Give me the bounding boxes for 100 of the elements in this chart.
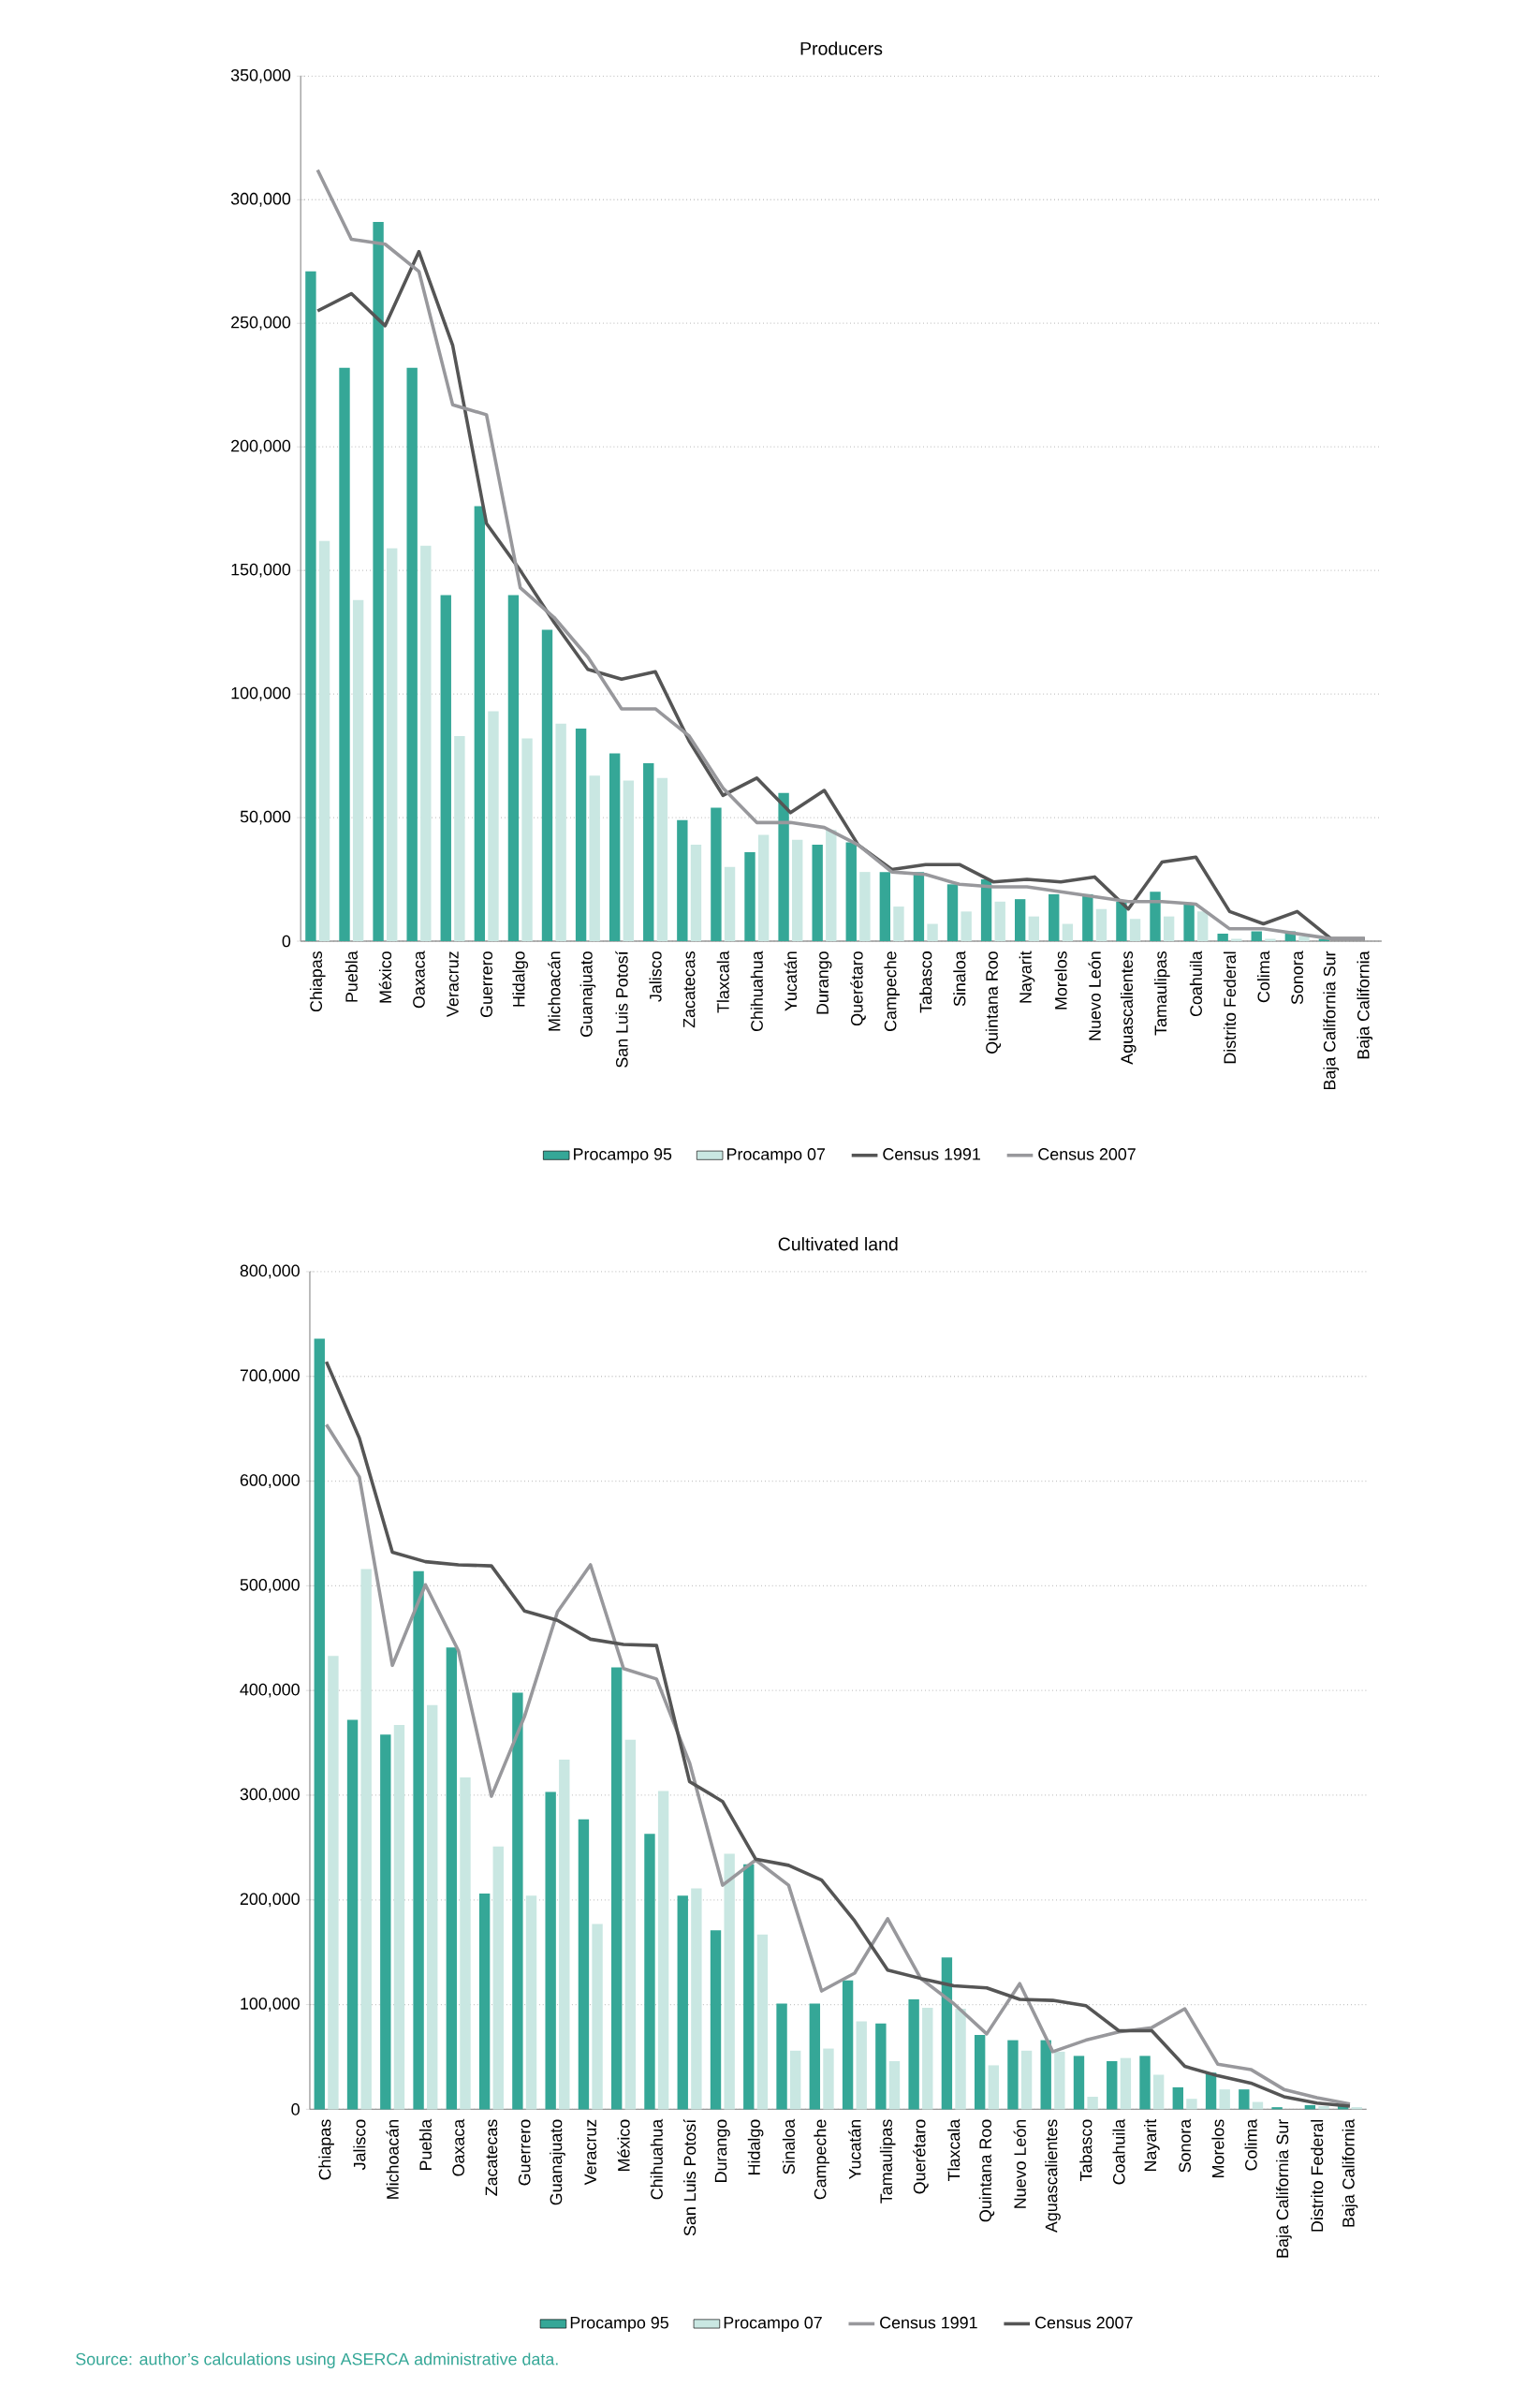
x-tick-label: Aguascalientes <box>1045 2119 1061 2233</box>
x-tick-label: Chihuahua <box>650 2118 663 2200</box>
bar <box>710 1930 722 2110</box>
x-tick-label: Michoacán <box>386 2119 399 2199</box>
x-tick-label: Zacatecas <box>682 951 696 1028</box>
y-tick-label: 500,000 <box>240 1578 300 1593</box>
bar <box>454 735 465 942</box>
bar <box>677 1895 688 2110</box>
x-tick-label: Querétaro <box>913 2119 929 2194</box>
bar <box>946 884 959 942</box>
x-tick-label: Oaxaca <box>413 951 425 1009</box>
legend-label: Procampo 95 <box>570 2316 668 2333</box>
x-tick-label: Sinaloa <box>953 951 966 1007</box>
bar <box>1231 938 1242 942</box>
x-tick-label: Jalisco <box>353 2119 366 2171</box>
bar <box>575 729 587 942</box>
bar <box>913 872 925 942</box>
bar <box>778 792 789 942</box>
bar <box>559 1759 570 2110</box>
y-tick-label: 800,000 <box>240 1264 300 1279</box>
bar <box>1073 2056 1085 2110</box>
x-tick-label: Hidalgo <box>512 951 529 1007</box>
legend-label: Census 2007 <box>1035 2316 1133 2329</box>
bar <box>380 1734 391 2110</box>
bar <box>1120 2057 1132 2110</box>
x-tick-label: Nuevo León <box>1088 951 1101 1040</box>
bar <box>757 834 770 942</box>
y-tick-label: 250,000 <box>231 316 291 331</box>
bar <box>856 2021 867 2110</box>
x-tick-label: Puebla <box>345 951 358 1002</box>
x-tick-label: Campeche <box>814 2119 829 2200</box>
bar <box>318 540 330 942</box>
x-tick-label: Puebla <box>418 2118 432 2170</box>
bar <box>413 1570 424 2110</box>
bar <box>488 711 499 942</box>
x-tick-label: México <box>378 951 392 1003</box>
bar <box>691 1888 702 2110</box>
bar <box>893 907 904 942</box>
x-tick-label: Colima <box>1244 2118 1257 2171</box>
bar <box>589 775 600 942</box>
x-tick-label: Chiapas <box>309 951 326 1012</box>
bar <box>927 923 938 942</box>
bar <box>743 1864 755 2110</box>
x-tick-label: Colima <box>1257 951 1270 1003</box>
x-tick-label: Guerrero <box>480 951 492 1018</box>
x-tick-label: San Luis Potosí <box>615 951 628 1068</box>
bar <box>1197 911 1209 942</box>
x-tick-label: Morelos <box>1211 2119 1225 2177</box>
bar <box>644 1834 655 2110</box>
bar <box>1265 938 1276 942</box>
bar <box>1139 2056 1151 2110</box>
x-tick-label: Guerrero <box>518 2119 531 2186</box>
bar <box>879 872 891 942</box>
x-tick-label: Tlaxcala <box>947 2118 961 2181</box>
x-tick-label: Durango <box>816 951 832 1014</box>
bar <box>339 367 350 942</box>
bar <box>427 1704 438 2110</box>
bar <box>809 2003 821 2110</box>
bar <box>657 1791 669 2110</box>
bar <box>1014 899 1026 942</box>
bar <box>474 506 486 942</box>
bar <box>507 595 520 942</box>
bar <box>305 271 316 942</box>
y-tick-label: 600,000 <box>240 1474 300 1488</box>
bar <box>1318 2106 1329 2110</box>
bar <box>994 901 1005 942</box>
bar <box>812 845 823 942</box>
bar <box>592 1924 603 2110</box>
x-tick-label: Sinaloa <box>782 2118 795 2174</box>
bar <box>521 738 533 942</box>
bar <box>908 1998 919 2110</box>
bar <box>724 1853 735 2110</box>
x-tick-label: Chihuahua <box>750 951 763 1031</box>
bar <box>1028 916 1039 942</box>
x-tick-label: Yucatán <box>784 951 798 1011</box>
x-tick-label: Baja California Sur <box>1323 951 1340 1090</box>
y-tick-label: 200,000 <box>231 439 291 454</box>
bar <box>842 1980 854 2110</box>
bar <box>623 780 634 942</box>
bar <box>578 1819 590 2110</box>
bar <box>373 222 384 942</box>
bar <box>756 1934 769 2110</box>
bar <box>1054 2051 1065 2110</box>
bar <box>492 1846 504 2110</box>
x-tick-label: Jalisco <box>649 951 662 1002</box>
legend-label: Procampo 07 <box>727 1148 826 1164</box>
bar <box>974 2035 986 2110</box>
legend-label: Census 2007 <box>1038 1148 1136 1160</box>
x-tick-label: San Luis Potosí <box>682 2118 697 2236</box>
x-tick-label: Aguascalientes <box>1120 951 1137 1065</box>
bar <box>643 763 654 942</box>
x-tick-label: Tabasco <box>919 951 932 1013</box>
y-tick-label: 0 <box>291 2103 300 2115</box>
bar <box>1040 2040 1051 2110</box>
x-tick-label: Baja California <box>1342 2118 1358 2227</box>
bar <box>611 1667 623 2110</box>
y-tick-label: 200,000 <box>240 1893 300 1908</box>
bar <box>1183 904 1195 942</box>
bar <box>1049 893 1060 942</box>
x-tick-label: Guanajuato <box>579 951 596 1037</box>
